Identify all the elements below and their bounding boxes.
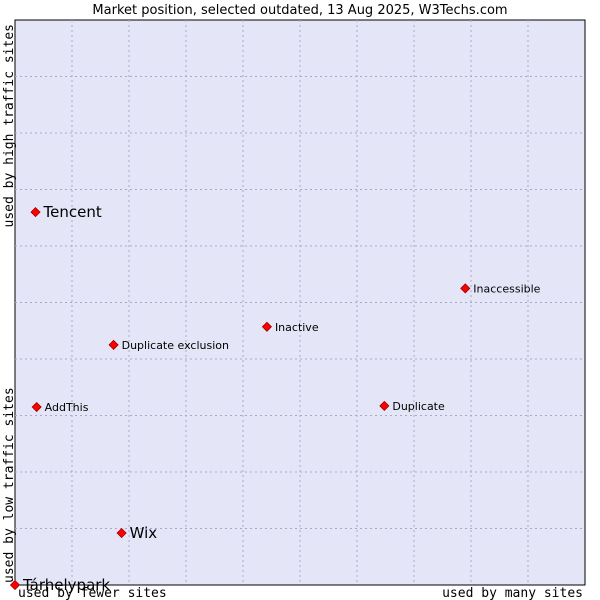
x-axis-label-right: used by many sites <box>442 586 583 600</box>
y-axis-label-bottom: used by low traffic sites <box>2 387 17 583</box>
point-marker <box>30 207 41 218</box>
grid-lines <box>15 20 585 585</box>
point-marker <box>31 401 42 413</box>
point-label: Inactive <box>275 321 319 334</box>
point-label: Wix <box>130 524 158 542</box>
point-label: Duplicate exclusion <box>122 339 229 352</box>
chart-title: Market position, selected outdated, 13 A… <box>92 3 507 18</box>
point-label: Tencent <box>43 203 102 221</box>
y-axis-label-top: used by high traffic sites <box>2 24 17 228</box>
point-marker <box>379 400 390 411</box>
point-marker <box>261 321 273 332</box>
point-marker <box>9 579 21 591</box>
point-marker <box>460 283 471 294</box>
data-points: Tencent Inaccessible Inactive Duplicate exc… <box>9 203 541 594</box>
point-label: Duplicate <box>392 400 445 413</box>
point-marker <box>108 339 119 350</box>
point-label: Tárhelypark <box>22 576 110 594</box>
point-marker <box>116 527 127 539</box>
x-axis-label-left: used by fewer sites <box>18 586 167 600</box>
point-label: AddThis <box>45 401 89 414</box>
point-label: Inaccessible <box>473 282 540 295</box>
